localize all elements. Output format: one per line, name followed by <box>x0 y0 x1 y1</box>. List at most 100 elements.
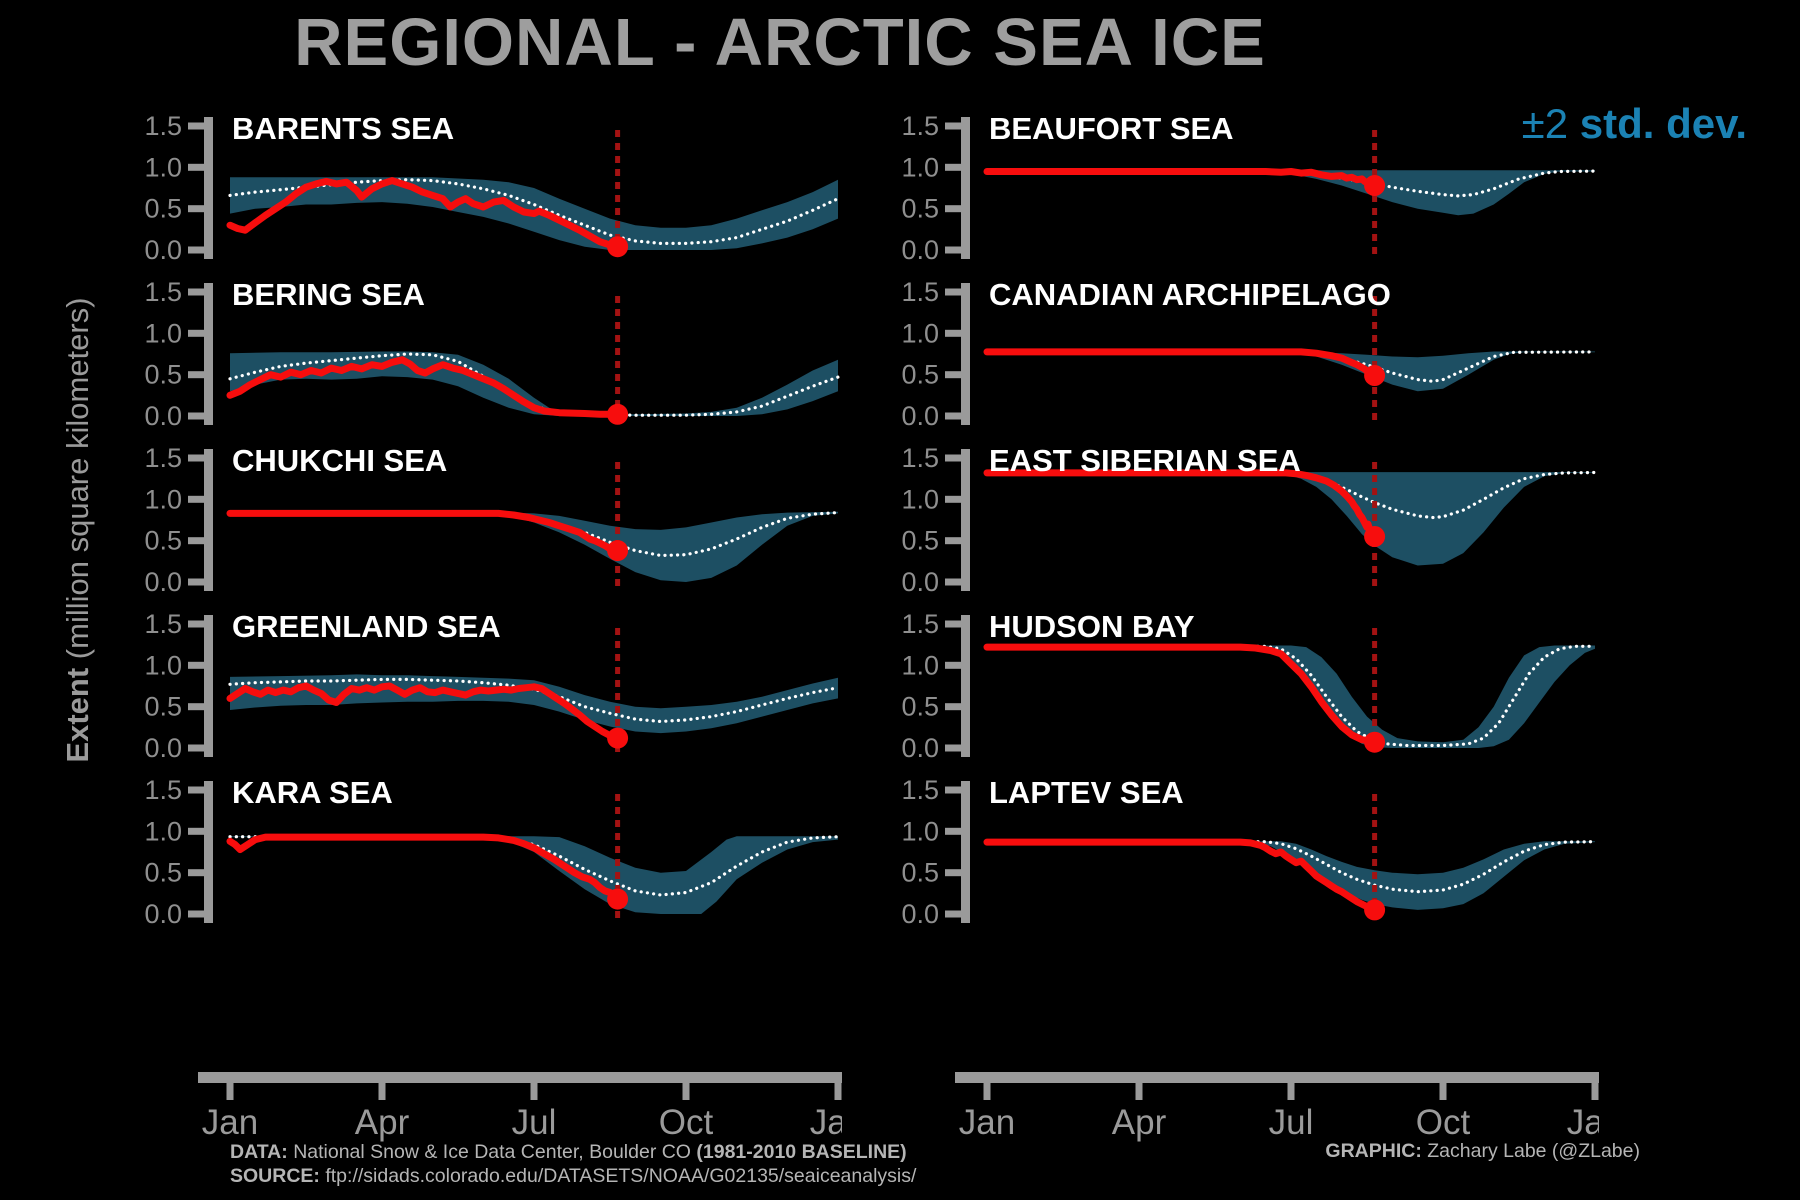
stddev-band <box>230 511 838 582</box>
x-axis-plot: Jan Apr Jul Oct Jan <box>198 1072 866 1142</box>
panel-title-chukchi-sea: CHUKCHI SEA <box>232 443 448 478</box>
y-axis-spine <box>204 449 213 591</box>
x-tick <box>1287 1072 1295 1100</box>
panel-chukchi-sea: CHUKCHI SEA 1.5 1.0 0.5 0.0 <box>142 444 842 610</box>
x-tick <box>834 1072 842 1100</box>
x-tick-label: Jan <box>1567 1103 1599 1142</box>
y-tick <box>188 163 204 171</box>
climatology-mean-line <box>228 677 840 724</box>
y-tick <box>945 620 961 628</box>
footer-credits: DATA: National Snow & Ice Data Center, B… <box>230 1140 916 1188</box>
footer-source-line: SOURCE: ftp://sidads.colorado.edu/DATASE… <box>230 1164 916 1188</box>
y-tick <box>945 827 961 835</box>
y-tick-label: 0.5 <box>901 858 939 888</box>
x-tick-label: Jul <box>1269 1103 1314 1142</box>
observed-line <box>983 643 1379 746</box>
observed-endpoint-dot <box>607 888 629 910</box>
climatology-mean-line <box>228 835 840 897</box>
y-axis-spine <box>961 781 970 923</box>
x-axis-spine <box>198 1072 842 1083</box>
x-tick-label: Jan <box>202 1103 258 1142</box>
y-tick <box>188 205 204 213</box>
y-tick <box>188 246 204 254</box>
y-tick-label: 0.5 <box>901 194 939 224</box>
observed-line <box>226 682 622 742</box>
y-tick <box>188 827 204 835</box>
y-tick-label: 0.5 <box>901 526 939 556</box>
y-tick-label: 0.0 <box>901 899 939 929</box>
footer-source-label: SOURCE: <box>230 1165 320 1187</box>
y-tick <box>945 454 961 462</box>
panel-barents-sea: BARENTS SEA 1.5 1.0 0.5 0.0 <box>142 112 842 278</box>
y-tick-label: 1.5 <box>144 116 182 141</box>
y-tick-label: 0.0 <box>144 733 182 763</box>
y-tick <box>188 910 204 918</box>
panel-column-left: BARENTS SEA 1.5 1.0 0.5 0.0 BERING SEA 1.5 1.0 0… <box>142 112 842 942</box>
panel-kara-sea: KARA SEA 1.5 1.0 0.5 0.0 <box>142 776 842 942</box>
observed-endpoint-dot <box>1364 731 1386 753</box>
y-tick <box>945 122 961 130</box>
footer-data-baseline: (1981-2010 BASELINE) <box>696 1141 907 1163</box>
x-tick-label: Oct <box>1416 1103 1471 1142</box>
panel-greenland-sea: GREENLAND SEA 1.5 1.0 0.5 0.0 <box>142 610 842 776</box>
y-tick-label: 1.5 <box>144 614 182 639</box>
y-tick-label: 0.5 <box>901 360 939 390</box>
y-tick <box>945 163 961 171</box>
x-tick <box>983 1072 991 1100</box>
panel-title-hudson-bay: HUDSON BAY <box>989 609 1195 644</box>
legend-label: std. dev. <box>1579 100 1747 147</box>
y-tick-label: 0.5 <box>144 692 182 722</box>
y-axis-spine <box>204 615 213 757</box>
y-tick-label: 1.0 <box>901 650 939 680</box>
observed-line <box>983 469 1379 540</box>
y-axis-spine <box>961 615 970 757</box>
y-axis-spine <box>204 781 213 923</box>
y-tick <box>188 744 204 752</box>
x-axis-left: Jan Apr Jul Oct Jan <box>142 1062 866 1154</box>
y-tick <box>945 205 961 213</box>
panel-title-east-siberian-sea: EAST SIBERIAN SEA <box>989 443 1301 478</box>
y-tick-label: 1.0 <box>144 650 182 680</box>
legend-plusminus: ±2 <box>1521 100 1569 147</box>
y-tick <box>188 454 204 462</box>
y-tick-label: 1.0 <box>144 816 182 846</box>
panel-plot-kara-sea: 1.5 1.0 0.5 0.0 <box>144 780 840 929</box>
panel-hudson-bay: HUDSON BAY 1.5 1.0 0.5 0.0 <box>899 610 1599 776</box>
y-tick <box>945 578 961 586</box>
y-axis-spine <box>961 449 970 591</box>
y-axis-label-bold: Extent <box>60 667 95 763</box>
y-tick-label: 0.0 <box>901 401 939 431</box>
observed-line <box>226 177 622 251</box>
y-tick <box>188 288 204 296</box>
x-tick-label: Apr <box>1112 1103 1167 1142</box>
y-tick-label: 0.0 <box>144 567 182 597</box>
panel-plot-east-siberian-sea: 1.5 1.0 0.5 0.0 <box>901 448 1597 597</box>
y-tick-label: 1.0 <box>901 484 939 514</box>
x-axis-right: Jan Apr Jul Oct Jan <box>899 1062 1623 1154</box>
y-tick-label: 0.5 <box>144 858 182 888</box>
x-tick-label: Jul <box>512 1103 557 1142</box>
observed-endpoint-dot <box>607 236 629 258</box>
y-tick <box>188 537 204 545</box>
panel-canadian-archipelago: CANADIAN ARCHIPELAGO 1.5 1.0 0.5 0.0 <box>899 278 1599 444</box>
x-tick <box>378 1072 386 1100</box>
y-tick-label: 1.5 <box>144 780 182 805</box>
y-tick <box>188 786 204 794</box>
stddev-band <box>987 472 1595 566</box>
panel-plot-beaufort-sea: 1.5 1.0 0.5 0.0 <box>901 116 1597 265</box>
observed-endpoint-dot <box>607 727 629 749</box>
y-tick-label: 0.5 <box>144 194 182 224</box>
x-tick-label: Apr <box>355 1103 410 1142</box>
panel-plot-bering-sea: 1.5 1.0 0.5 0.0 <box>144 282 840 431</box>
y-tick-label: 1.5 <box>144 448 182 473</box>
observed-line <box>226 509 622 555</box>
y-tick <box>188 412 204 420</box>
y-tick <box>188 495 204 503</box>
y-tick-label: 1.5 <box>901 448 939 473</box>
panel-plot-canadian-archipelago: 1.5 1.0 0.5 0.0 <box>901 282 1597 431</box>
y-tick <box>945 910 961 918</box>
y-tick <box>945 412 961 420</box>
stddev-band <box>987 645 1595 748</box>
y-axis-spine <box>204 283 213 425</box>
